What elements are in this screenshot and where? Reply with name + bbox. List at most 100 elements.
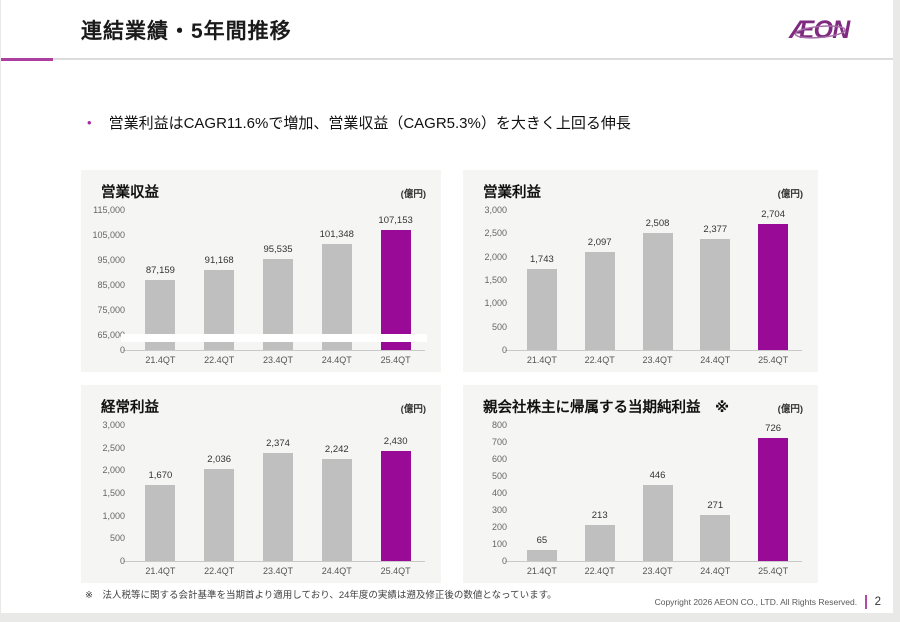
page-number: 2 [874,596,881,608]
x-axis-category-label: 25.4QT [380,566,411,576]
chart-unit-label: (億円) [400,189,426,200]
aeon-logo: ÆON [785,8,873,55]
chart-title: 営業利益 [483,185,541,201]
x-axis-category-label: 24.4QT [700,566,731,576]
y-axis-tick-label: 400 [491,488,507,498]
y-axis-tick-label: 100 [491,539,507,549]
chart-panel-operating-profit: 営業利益 (億円) 0 500 1,000 1,500 2,000 2,500 3,000 1… [463,170,818,372]
x-axis-category-label: 22.4QT [584,355,615,365]
x-axis-category-label: 21.4QT [526,566,557,576]
y-axis-tick-label: 85,000 [97,280,125,290]
y-axis-tick-label: 1,000 [484,298,507,309]
x-axis-category-label: 21.4QT [145,355,176,365]
y-axis-tick-label: 2,500 [484,228,507,239]
x-axis-category-label: 25.4QT [758,355,789,365]
header-divider-rest [53,58,893,60]
y-axis-tick-label: 500 [491,321,507,332]
x-axis-category-label: 24.4QT [321,566,352,576]
bar-value-label: 101,348 [319,229,354,241]
y-axis-tick-label: 500 [491,471,507,481]
x-axis-category-label: 22.4QT [204,355,235,365]
footnote: ※ 法人税等に関する会計基準を当期首より適用しており、24年度の実績は遡及修正後… [85,590,557,601]
chart-title: 経常利益 [101,400,159,416]
header-divider-accent [1,58,53,61]
y-axis-tick-label: 105,000 [92,230,125,240]
chart-panel-net-income: 親会社株主に帰属する当期純利益 ※ (億円) 0 100 200 300 400 500 6… [463,385,818,583]
y-axis-tick-label: 200 [491,522,507,532]
bar-value-label: 2,242 [324,444,349,456]
x-axis-category-label: 23.4QT [642,355,673,365]
chart-unit-label: (億円) [400,404,426,415]
bar-value-label: 213 [591,509,608,521]
bullet-icon: • [87,115,92,130]
y-axis-tick-label: 500 [109,533,125,544]
bar-chart-net-income: 0 100 200 300 400 500 600 700 800 65 21.4QT 213 22.4… [463,385,818,583]
x-axis-category-label: 21.4QT [526,355,557,365]
y-axis-tick-label: 3,000 [484,205,507,215]
bar-21.4QT [526,549,557,561]
chart-unit-label: (億円) [777,189,803,200]
bar-21.4QT [145,485,176,561]
y-axis-tick-label: 115,000 [93,205,125,215]
y-axis-tick-label: 2,000 [484,251,507,262]
key-message-text: 営業利益はCAGR11.6%で増加、営業収益（CAGR5.3%）を大きく上回る伸… [108,115,631,132]
chart-title: 親会社株主に帰属する当期純利益 ※ [483,400,730,416]
y-axis-tick-label: 2,000 [102,465,125,476]
bar-value-label: 91,168 [204,254,234,266]
bar-chart-operating-profit: 0 500 1,000 1,500 2,000 2,500 3,000 1,743 21.4QT… [463,170,818,372]
bar-23.4QT [642,232,673,350]
x-axis-category-label: 23.4QT [262,355,293,365]
y-axis-tick-label: 3,000 [102,420,125,430]
bar-22.4QT [584,252,615,350]
bar-chart-ordinary-profit: 0 500 1,000 1,500 2,000 2,500 3,000 1,670 21.4QT… [81,385,441,583]
bar-value-label: 2,374 [266,438,290,450]
bar-25.4QT [380,450,411,561]
bar-24.4QT [700,239,731,350]
bar-24.4QT [321,244,352,350]
bar-23.4QT [642,485,673,561]
y-axis-tick-label: 0 [119,345,125,355]
bar-25.4QT [758,223,789,350]
x-axis-category-label: 25.4QT [380,355,411,365]
bar-22.4QT [204,468,235,561]
bar-value-label: 1,743 [530,253,554,265]
chart-title: 営業収益 [101,185,159,201]
svg-text:ÆON: ÆON [787,16,851,44]
bar-value-label: 2,704 [761,208,785,220]
bar-value-label: 107,153 [378,214,413,226]
y-axis-tick-label: 300 [491,505,507,515]
chart-unit-label: (億円) [777,404,803,415]
x-axis-line [505,561,802,562]
y-axis-tick-label: 65,000 [97,330,125,340]
bar-24.4QT [700,514,731,561]
bar-value-label: 271 [707,499,724,511]
chart-panel-ordinary-profit: 経常利益 (億円) 0 500 1,000 1,500 2,000 2,500 3,000 1… [81,385,441,583]
bar-value-label: 87,159 [145,264,175,276]
bar-23.4QT [263,453,293,561]
bar-value-label: 65 [536,534,548,546]
x-axis-category-label: 24.4QT [700,355,731,365]
x-axis-line [123,561,425,562]
x-axis-category-label: 22.4QT [584,566,615,576]
y-axis-tick-label: 75,000 [97,305,125,315]
x-axis-category-label: 24.4QT [321,355,352,365]
bar-value-label: 2,508 [645,217,670,229]
bar-value-label: 2,430 [383,435,408,447]
bar-value-label: 1,670 [148,470,173,482]
bar-value-label: 95,535 [263,243,293,255]
bar-21.4QT [526,268,557,350]
y-axis-tick-label: 0 [119,556,125,566]
y-axis-tick-label: 1,000 [102,510,125,521]
footer: Copyright 2026 AEON CO., LTD. All Rights… [655,595,881,609]
x-axis-category-label: 23.4QT [262,566,293,576]
axis-break-band [121,334,427,342]
page-title: 連結業績・5年間推移 [81,20,292,43]
y-axis-tick-label: 1,500 [484,275,507,285]
chart-panel-operating-revenue: 営業収益 (億円) 0 65,000 75,000 85,000 95,000 105,0… [81,170,441,372]
y-axis-tick-label: 95,000 [97,255,125,265]
y-axis-tick-label: 0 [501,345,507,355]
copyright-text: Copyright 2026 AEON CO., LTD. All Rights… [654,597,858,607]
y-axis-tick-label: 600 [491,454,507,464]
x-axis-line [505,350,802,351]
bar-value-label: 2,097 [587,237,612,249]
